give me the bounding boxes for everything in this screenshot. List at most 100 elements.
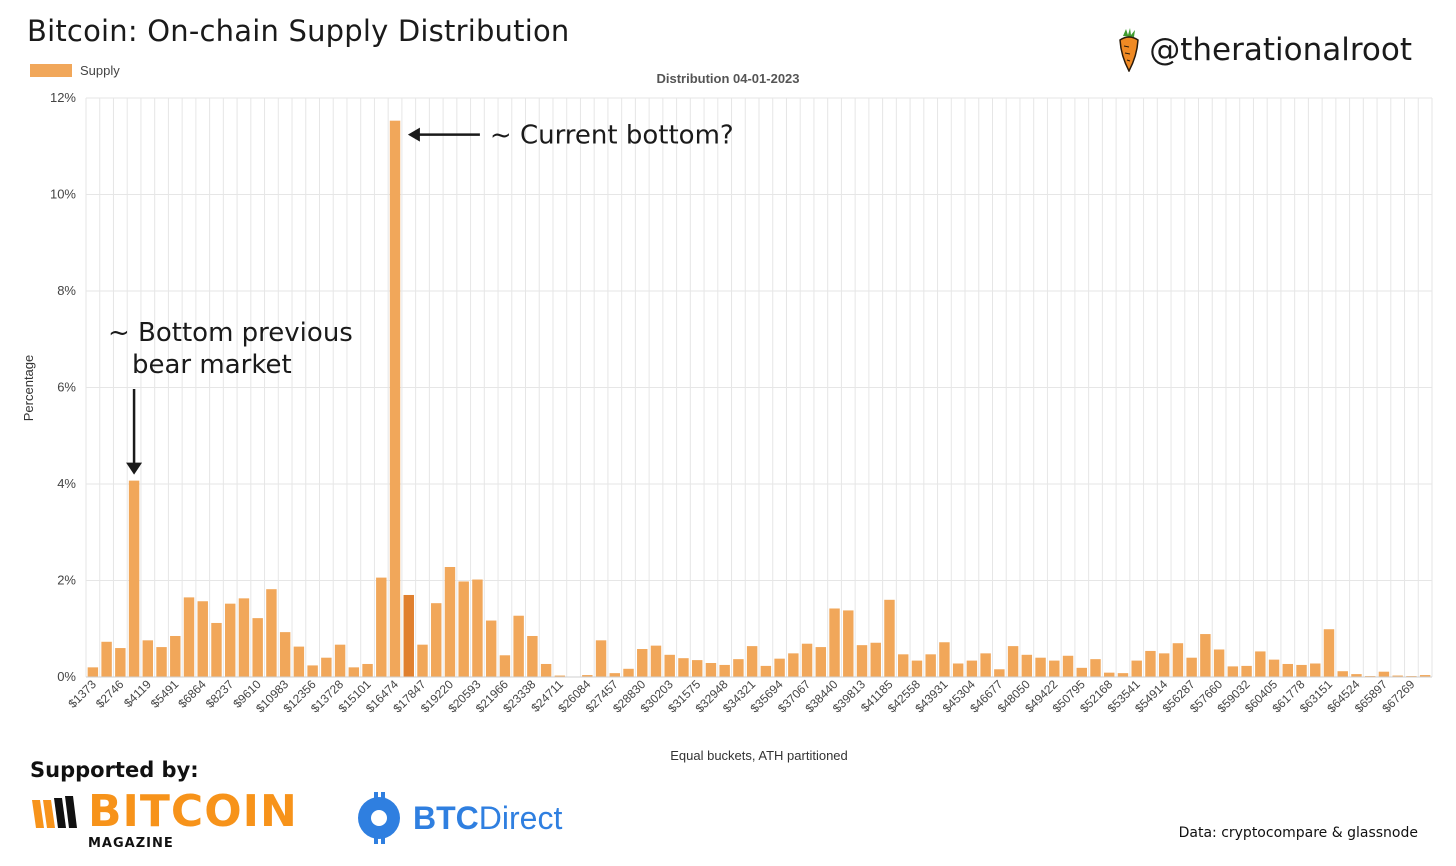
bar bbox=[1200, 634, 1211, 677]
bar bbox=[829, 608, 840, 677]
x-tick-label: $2746 bbox=[93, 677, 127, 711]
bar bbox=[527, 635, 538, 677]
bar bbox=[774, 658, 785, 677]
bar bbox=[376, 577, 387, 677]
bar bbox=[939, 642, 950, 677]
bar bbox=[678, 658, 689, 677]
bar bbox=[540, 663, 552, 677]
bar bbox=[238, 598, 250, 677]
bar bbox=[595, 640, 607, 677]
x-tick-label: $8237 bbox=[203, 677, 237, 711]
sponsor-magazine-word: MAGAZINE bbox=[88, 836, 174, 851]
bar bbox=[1337, 671, 1348, 677]
bar bbox=[980, 653, 991, 677]
annotation-previous-bottom-line1: ~ Bottom previous bbox=[108, 318, 353, 348]
bar bbox=[1049, 660, 1060, 677]
bar bbox=[101, 641, 112, 677]
bar bbox=[623, 668, 634, 677]
data-source: Data: cryptocompare & glassnode bbox=[1178, 825, 1418, 841]
sponsor-btcdirect-word: BTCDirect bbox=[413, 799, 563, 836]
bitcoin-magazine-logo: BITCOIN MAGAZINE bbox=[30, 790, 298, 851]
bar bbox=[815, 647, 827, 677]
bar bbox=[1172, 643, 1184, 677]
bar bbox=[1076, 667, 1087, 677]
bar bbox=[925, 654, 936, 677]
chart-legend[interactable]: Supply bbox=[30, 63, 120, 78]
bar bbox=[733, 659, 744, 677]
sponsor-bitcoin-word: BITCOIN bbox=[88, 786, 298, 837]
bar bbox=[1021, 654, 1033, 677]
bar bbox=[664, 654, 675, 677]
bar bbox=[403, 594, 414, 677]
bar bbox=[952, 663, 964, 677]
bar bbox=[321, 657, 332, 677]
bar bbox=[719, 664, 730, 677]
bar bbox=[843, 610, 854, 677]
bar bbox=[966, 660, 978, 677]
btc-direct-icon bbox=[358, 792, 400, 844]
bar bbox=[856, 645, 868, 677]
bar bbox=[279, 632, 291, 677]
bar bbox=[128, 480, 140, 677]
bar bbox=[554, 675, 566, 677]
bar bbox=[1378, 671, 1390, 677]
bar bbox=[1392, 675, 1403, 677]
bar bbox=[389, 120, 401, 678]
annotation-arrowhead-current bbox=[407, 127, 420, 142]
bar bbox=[1117, 673, 1129, 677]
bar bbox=[485, 620, 497, 677]
carrot-icon bbox=[1119, 28, 1140, 72]
bar bbox=[431, 603, 442, 677]
y-axis-title: Percentage bbox=[21, 355, 36, 422]
bar bbox=[170, 635, 181, 677]
bar bbox=[1351, 674, 1362, 677]
annotation-previous-bottom-line2: bear market bbox=[132, 350, 292, 380]
bar bbox=[1296, 664, 1307, 677]
bar bbox=[1007, 646, 1019, 677]
bar bbox=[897, 654, 909, 677]
bar bbox=[156, 647, 167, 677]
bar bbox=[87, 667, 99, 677]
x-tick-label: $6864 bbox=[175, 677, 209, 711]
bar bbox=[760, 665, 772, 677]
bar bbox=[1323, 629, 1335, 677]
bar bbox=[1419, 675, 1431, 677]
y-tick-label: 6% bbox=[57, 380, 76, 395]
bar bbox=[513, 615, 524, 677]
bar bbox=[788, 653, 799, 677]
bar bbox=[1145, 650, 1156, 677]
bar bbox=[1310, 663, 1321, 677]
x-tick-label: $5491 bbox=[148, 677, 182, 711]
bar bbox=[293, 646, 305, 677]
bar bbox=[705, 663, 717, 677]
bar bbox=[362, 663, 373, 677]
bar bbox=[499, 655, 511, 677]
bar bbox=[1131, 660, 1142, 677]
annotation-arrowhead-previous bbox=[126, 462, 143, 475]
bar bbox=[472, 579, 483, 677]
bar bbox=[650, 645, 662, 677]
bar bbox=[307, 665, 318, 677]
bar bbox=[1158, 653, 1170, 677]
supported-by-label: Supported by: bbox=[30, 758, 199, 782]
bar bbox=[458, 581, 469, 677]
legend-swatch-supply bbox=[30, 64, 72, 77]
y-tick-label: 4% bbox=[57, 476, 76, 491]
bar bbox=[911, 660, 923, 677]
bar bbox=[637, 649, 648, 677]
bar bbox=[746, 646, 758, 677]
annotation-current-bottom: ~ Current bottom? bbox=[490, 121, 734, 151]
bar bbox=[444, 566, 456, 677]
bar bbox=[115, 648, 126, 677]
bar bbox=[224, 603, 236, 677]
bar bbox=[1241, 665, 1252, 677]
y-tick-label: 10% bbox=[50, 187, 76, 202]
bar bbox=[142, 640, 154, 677]
bar bbox=[691, 660, 703, 677]
y-tick-label: 8% bbox=[57, 283, 76, 298]
bar bbox=[197, 601, 208, 677]
bar bbox=[994, 669, 1005, 677]
bar bbox=[417, 644, 428, 677]
y-tick-label: 12% bbox=[50, 90, 76, 105]
